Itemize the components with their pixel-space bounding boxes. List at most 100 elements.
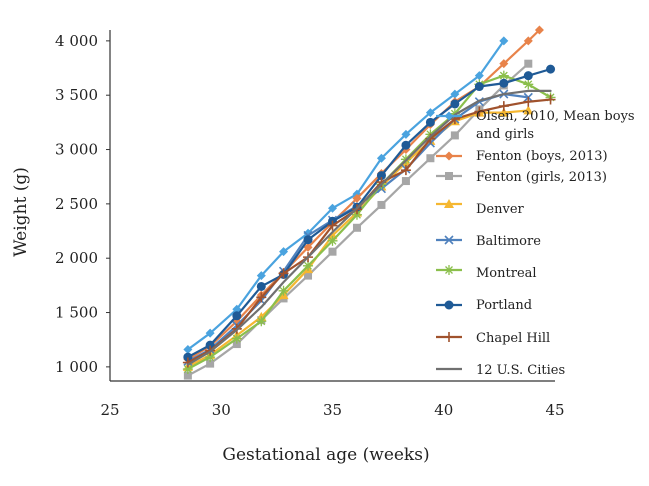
legend-label: Chapel Hill bbox=[476, 331, 550, 346]
data-point bbox=[450, 131, 459, 140]
data-point bbox=[303, 242, 313, 252]
legend-label: Portland bbox=[476, 298, 532, 313]
data-point bbox=[377, 200, 386, 209]
series-9 bbox=[186, 89, 552, 366]
data-point bbox=[524, 59, 533, 68]
data-point bbox=[206, 359, 215, 368]
data-point bbox=[499, 78, 509, 88]
data-point bbox=[376, 153, 386, 163]
y-tick-label: 2 000 bbox=[55, 249, 98, 267]
data-point bbox=[328, 247, 337, 256]
legend-label: Montreal bbox=[476, 266, 537, 281]
data-point bbox=[444, 111, 454, 121]
data-point bbox=[327, 235, 338, 246]
data-point bbox=[499, 59, 509, 69]
x-tick-label: 35 bbox=[323, 401, 342, 419]
data-point bbox=[444, 235, 454, 245]
series-line bbox=[186, 74, 552, 371]
data-point bbox=[474, 106, 485, 117]
data-point bbox=[444, 151, 454, 161]
data-point bbox=[523, 96, 534, 107]
data-point bbox=[401, 177, 410, 186]
data-point bbox=[444, 199, 454, 208]
data-point bbox=[445, 172, 453, 180]
data-point bbox=[450, 89, 460, 99]
data-point bbox=[534, 25, 544, 35]
legend-item: Montreal bbox=[436, 265, 537, 281]
data-point bbox=[499, 36, 509, 46]
x-tick-label: 45 bbox=[545, 401, 564, 419]
data-point bbox=[401, 140, 411, 150]
data-point bbox=[498, 70, 509, 81]
data-point bbox=[523, 36, 533, 46]
data-point bbox=[278, 285, 289, 296]
legend-item: Portland bbox=[436, 298, 532, 313]
data-point bbox=[498, 101, 509, 112]
data-point bbox=[328, 203, 337, 213]
legend-label: 12 U.S. Cities bbox=[476, 363, 565, 378]
data-point bbox=[205, 328, 215, 338]
legend-label: Fenton (boys, 2013) bbox=[476, 149, 608, 164]
series-line bbox=[186, 89, 552, 366]
legend: Olsen, 2010, Mean boys and girls Fenton (b… bbox=[436, 109, 635, 378]
data-point bbox=[351, 209, 362, 220]
legend-item: Baltimore bbox=[436, 234, 541, 249]
y-axis-title: Weight (g) bbox=[11, 167, 31, 257]
axes bbox=[109, 30, 555, 382]
data-point bbox=[376, 171, 386, 181]
y-tick-label: 1 500 bbox=[55, 304, 98, 322]
x-tick-label: 25 bbox=[100, 401, 119, 419]
series-1 bbox=[183, 36, 509, 354]
data-point bbox=[401, 129, 411, 139]
data-point bbox=[523, 71, 533, 81]
data-point bbox=[498, 107, 509, 117]
legend-item: Fenton (girls, 2013) bbox=[436, 170, 607, 185]
data-point bbox=[278, 268, 289, 279]
x-tick-label: 30 bbox=[212, 401, 231, 419]
data-point bbox=[303, 228, 313, 238]
legend-label: Olsen, 2010, Mean boys and girls bbox=[476, 109, 635, 142]
series-line bbox=[186, 68, 552, 359]
data-point bbox=[303, 260, 314, 271]
data-point bbox=[546, 64, 556, 74]
data-point bbox=[327, 220, 338, 231]
legend-label: Baltimore bbox=[476, 234, 541, 249]
data-point bbox=[400, 165, 411, 176]
legend-item: 12 U.S. Cities bbox=[436, 363, 565, 378]
data-point bbox=[205, 352, 216, 363]
series-layer bbox=[182, 25, 556, 380]
data-point bbox=[474, 82, 484, 92]
data-point bbox=[256, 271, 266, 281]
data-point bbox=[256, 316, 267, 327]
data-point bbox=[304, 271, 313, 280]
data-point bbox=[444, 265, 454, 275]
data-point bbox=[256, 292, 267, 303]
series-line bbox=[186, 39, 505, 351]
series-line bbox=[186, 28, 541, 361]
data-point bbox=[183, 352, 193, 362]
y-tick-label: 3 500 bbox=[55, 86, 98, 104]
data-point bbox=[474, 71, 484, 81]
y-tick-label: 3 000 bbox=[55, 141, 98, 159]
x-tick-label: 40 bbox=[434, 401, 453, 419]
data-point bbox=[182, 364, 193, 375]
data-point bbox=[183, 344, 193, 354]
data-point bbox=[545, 94, 556, 105]
data-point bbox=[232, 340, 241, 349]
data-point bbox=[231, 333, 242, 344]
data-point bbox=[425, 117, 435, 127]
legend-item: Fenton (boys, 2013) bbox=[436, 149, 608, 164]
legend-item: Chapel Hill bbox=[436, 331, 550, 346]
legend-label: Fenton (girls, 2013) bbox=[476, 170, 607, 185]
data-point bbox=[426, 154, 435, 163]
data-point bbox=[444, 332, 454, 342]
data-point bbox=[352, 223, 361, 232]
y-tick-label: 4 000 bbox=[55, 32, 98, 50]
data-point bbox=[444, 300, 454, 310]
legend-label: Denver bbox=[476, 202, 525, 217]
data-point bbox=[279, 247, 289, 257]
data-point bbox=[523, 105, 534, 115]
data-point bbox=[352, 193, 362, 203]
